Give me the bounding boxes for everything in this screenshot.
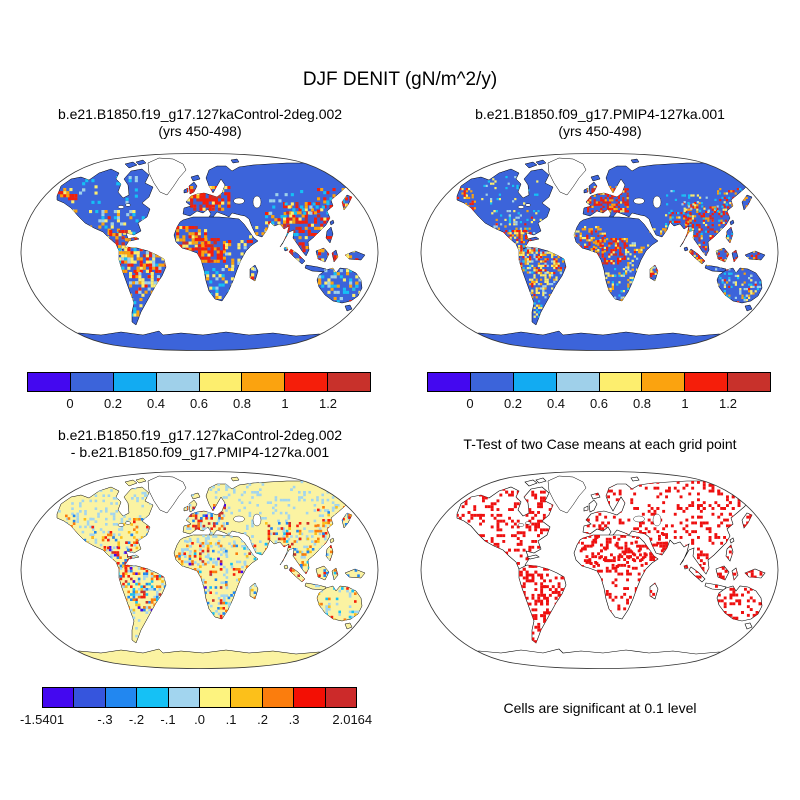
greenland-no-data [147, 157, 187, 196]
map-panel-pmip4 [420, 153, 779, 351]
panel-title-top-right: b.e21.B1850.f09_g17.PMIP4-127ka.001 (yrs… [400, 106, 800, 140]
colorbar-tick-label: 0.6 [589, 396, 609, 411]
colorbar-tick-label: -.2 [128, 712, 145, 727]
colorbar-segment [599, 373, 643, 391]
colorbar-segment [200, 688, 232, 707]
colorbar-top-left-labels: 0 0.2 0.4 0.6 0.8 1 1.2 [27, 396, 371, 412]
figure-title: DJF DENIT (gN/m^2/y) [302, 69, 498, 90]
colorbar-segment [43, 688, 75, 707]
colorbar-segment [231, 688, 263, 707]
colorbar-segment [137, 688, 169, 707]
colorbar-segment [199, 373, 243, 391]
colorbar-top-right-labels: 0 0.2 0.4 0.6 0.8 1 1.2 [427, 396, 771, 412]
colorbar-segment [513, 373, 557, 391]
case-name: b.e21.B1850.f19_g17.127kaControl-2deg.00… [57, 106, 343, 122]
colorbar-tick-label: .1 [225, 712, 237, 727]
colorbar-top-right [427, 372, 771, 392]
panel-title-bottom-right: T-Test of two Case means at each grid po… [400, 436, 800, 453]
years-range: (yrs 450-498) [558, 123, 642, 139]
colorbar-segment [70, 373, 114, 391]
colorbar-tick-label: 0.6 [189, 396, 209, 411]
colorbar-difference [42, 687, 357, 708]
colorbar-tick-label: 1 [281, 396, 289, 411]
colorbar-segment [242, 373, 286, 391]
colorbar-segment [556, 373, 600, 391]
colorbar-segment [428, 373, 471, 391]
colorbar-tick-label: 0.2 [103, 396, 123, 411]
years-range: (yrs 450-498) [158, 123, 242, 139]
colorbar-segment [105, 688, 138, 707]
colorbar-tick-label: 1.2 [718, 396, 738, 411]
colorbar-tick-label: -.1 [160, 712, 176, 727]
colorbar-difference-labels: -1.5401 -.3 -.2 -.1 .0 .1 .2 .3 2.0164 [20, 712, 372, 728]
colorbar-tick-label: 0 [66, 396, 74, 411]
colorbar-tick-label: 0.8 [232, 396, 252, 411]
colorbar-tick-label: 0.2 [503, 396, 523, 411]
map-panel-difference [20, 471, 379, 669]
colorbar-segment [294, 688, 326, 707]
colorbar-segment [325, 688, 357, 707]
colorbar-tick-label: 0.4 [146, 396, 166, 411]
colorbar-tick-label: 0 [466, 396, 474, 411]
colorbar-tick-label: 1 [681, 396, 689, 411]
colorbar-segment [113, 373, 157, 391]
colorbar-tick-label: 1.2 [318, 396, 338, 411]
greenland-no-data [147, 475, 187, 514]
colorbar-tick-label: 0.8 [632, 396, 652, 411]
colorbar-tick-label: -.3 [97, 712, 113, 727]
colorbar-segment [285, 373, 329, 391]
colorbar-top-left [27, 372, 371, 392]
colorbar-tick-label: .3 [288, 712, 300, 727]
case-name-minus: - b.e21.B1850.f09_g17.PMIP4-127ka.001 [70, 444, 330, 460]
colorbar-segment [168, 688, 201, 707]
colorbar-segment [685, 373, 729, 391]
colorbar-segment [470, 373, 514, 391]
case-name: b.e21.B1850.f09_g17.PMIP4-127ka.001 [475, 106, 725, 122]
map-panel-control [20, 153, 379, 351]
colorbar-tick-label: .0 [194, 712, 205, 727]
continents-fill [427, 159, 773, 351]
colorbar-segment [642, 373, 686, 391]
colorbar-tick-label: 0.4 [546, 396, 566, 411]
map-panel-ttest [420, 471, 779, 669]
panel-title-top-left: b.e21.B1850.f19_g17.127kaControl-2deg.00… [0, 106, 400, 140]
colorbar-segment [328, 373, 370, 391]
case-name: b.e21.B1850.f19_g17.127kaControl-2deg.00… [57, 427, 343, 443]
colorbar-tick-label: .2 [257, 712, 268, 727]
panel-title-bottom-left: b.e21.B1850.f19_g17.127kaControl-2deg.00… [0, 427, 400, 461]
ttest-title: T-Test of two Case means at each grid po… [463, 436, 737, 452]
greenland-outline [547, 475, 587, 514]
colorbar-segment [74, 688, 106, 707]
colorbar-tick-label: -1.5401 [19, 712, 65, 727]
colorbar-tick-label: 2.0164 [332, 712, 373, 727]
colorbar-segment [262, 688, 295, 707]
colorbar-segment [28, 373, 71, 391]
colorbar-segment [728, 373, 770, 391]
greenland-no-data [547, 157, 587, 196]
significance-caption: Cells are significant at 0.1 level [503, 700, 697, 716]
colorbar-segment [156, 373, 200, 391]
